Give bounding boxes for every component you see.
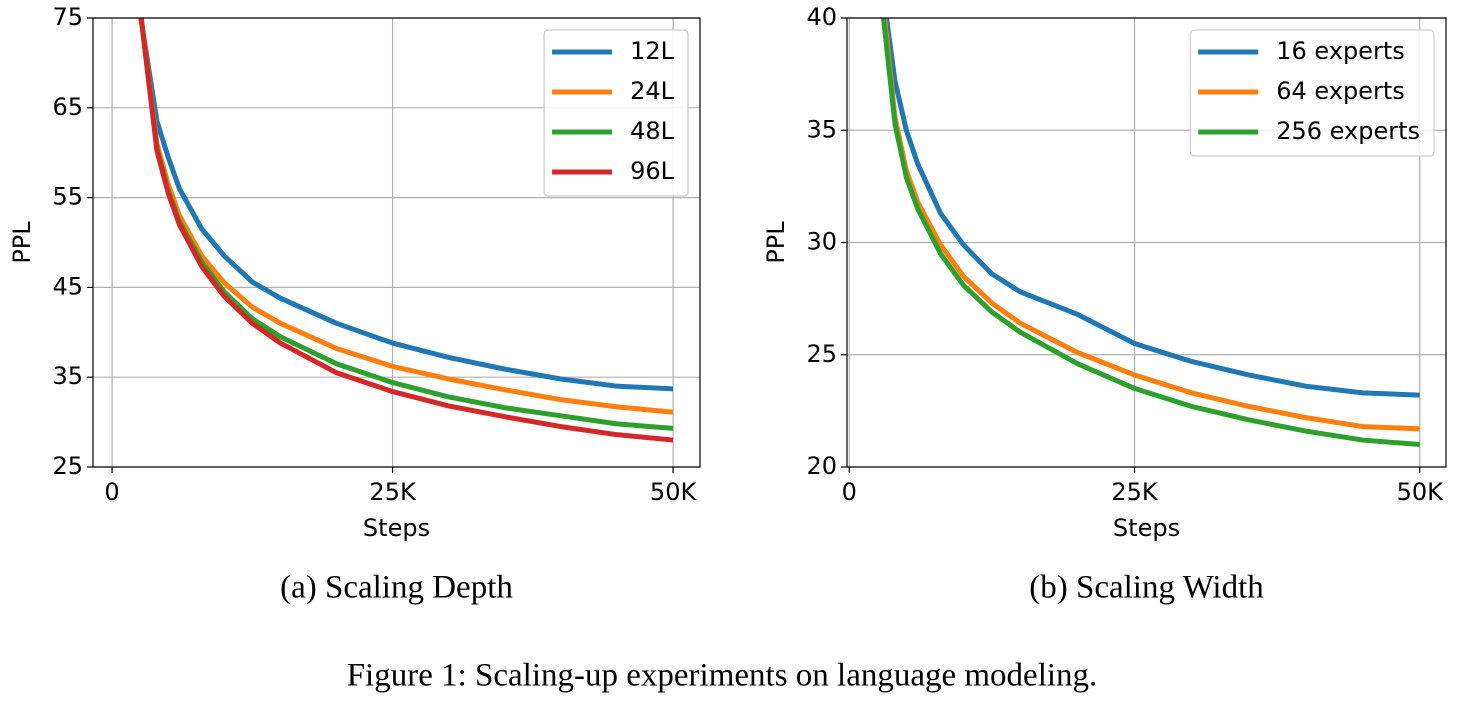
x-tick-label: 50K [650,478,698,506]
legend: 12L 24L 48L 96L [543,29,689,197]
x-axis-label: Steps [1113,514,1180,542]
x-axis-label: Steps [363,514,430,542]
y-tick-label: 45 [52,272,83,300]
x-tick-label: 25K [369,478,417,506]
legend-box [1189,29,1435,157]
y-axis-label: PPL [762,221,790,264]
plot-area [881,18,1420,448]
legend-label: 64 experts [1276,77,1405,105]
y-tick-label: 20 [806,452,837,480]
x-tick-label: 25K [1111,478,1159,506]
legend: 16 experts 64 experts 256 experts [1189,29,1435,157]
line-series [881,18,1420,448]
y-tick-label: 55 [52,183,83,211]
y-axis-label: PPL [8,221,36,264]
legend-label: 256 experts [1276,117,1420,145]
y-tick-label: 75 [52,3,83,31]
axes-frame [92,17,701,468]
line-series [883,18,1420,398]
figure-caption: Figure 1: Scaling-up experiments on lang… [347,658,1098,694]
y-tick-label: 25 [52,452,83,480]
y-tick-label: 65 [52,93,83,121]
axes-frame [846,17,1447,468]
y-tick-label: 25 [806,340,837,368]
legend-box [543,29,689,197]
subplot-caption: (a) Scaling Depth [280,570,513,606]
line-series [138,18,674,443]
legend-label: 16 experts [1276,37,1405,65]
legend-label: 96L [630,157,675,185]
line-series [138,18,674,392]
plot-area [138,18,674,443]
x-tick-label: 50K [1397,478,1445,506]
y-tick-label: 40 [806,3,837,31]
legend-label: 48L [630,117,675,145]
legend-label: 24L [630,77,675,105]
x-tick-label: 0 [104,478,119,506]
subplot-caption: (b) Scaling Width [1029,570,1264,606]
x-tick-label: 0 [842,478,857,506]
y-tick-label: 35 [52,362,83,390]
y-tick-label: 35 [806,115,837,143]
legend-label: 12L [630,37,675,65]
y-tick-label: 30 [806,228,837,256]
